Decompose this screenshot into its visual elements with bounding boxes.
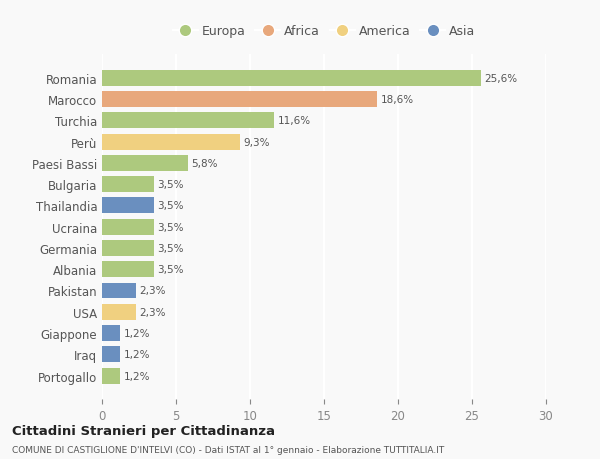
Bar [102,283,136,299]
Text: 9,3%: 9,3% [244,137,270,147]
Text: 3,5%: 3,5% [157,265,184,274]
Bar [102,71,481,87]
Text: 1,2%: 1,2% [124,349,150,359]
Legend: Europa, Africa, America, Asia: Europa, Africa, America, Asia [167,20,481,43]
Text: 2,3%: 2,3% [140,286,166,296]
Text: Cittadini Stranieri per Cittadinanza: Cittadini Stranieri per Cittadinanza [12,424,275,437]
Bar [102,262,154,278]
Bar [102,156,188,172]
Text: 3,5%: 3,5% [157,243,184,253]
Text: 1,2%: 1,2% [124,371,150,381]
Text: 18,6%: 18,6% [381,95,414,105]
Text: COMUNE DI CASTIGLIONE D'INTELVI (CO) - Dati ISTAT al 1° gennaio - Elaborazione T: COMUNE DI CASTIGLIONE D'INTELVI (CO) - D… [12,445,444,454]
Text: 1,2%: 1,2% [124,328,150,338]
Bar [102,92,377,108]
Bar [102,325,120,341]
Bar [102,113,274,129]
Text: 25,6%: 25,6% [485,74,518,84]
Bar [102,177,154,193]
Bar [102,304,136,320]
Bar [102,198,154,214]
Bar [102,368,120,384]
Bar [102,219,154,235]
Text: 11,6%: 11,6% [277,116,311,126]
Text: 3,5%: 3,5% [157,222,184,232]
Text: 3,5%: 3,5% [157,201,184,211]
Text: 2,3%: 2,3% [140,307,166,317]
Text: 5,8%: 5,8% [191,158,218,168]
Text: 3,5%: 3,5% [157,180,184,190]
Bar [102,347,120,363]
Bar [102,241,154,257]
Bar [102,134,239,150]
